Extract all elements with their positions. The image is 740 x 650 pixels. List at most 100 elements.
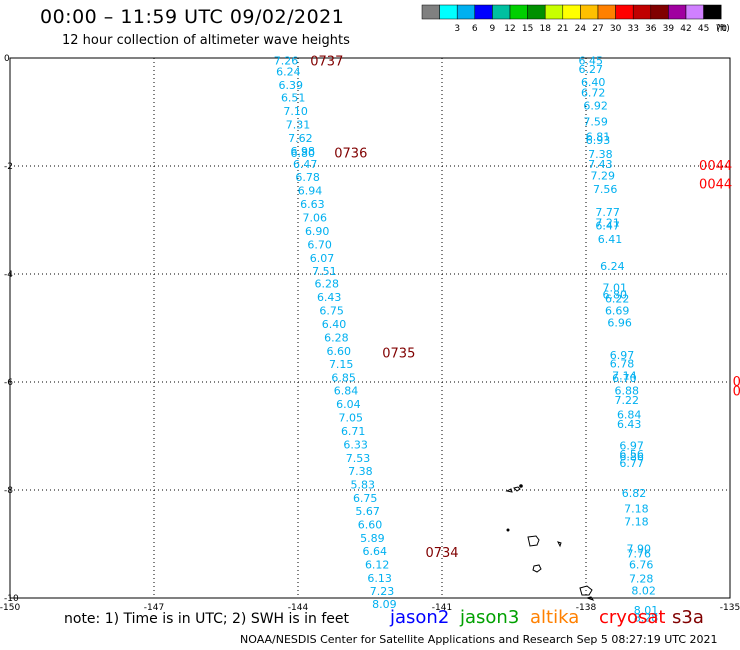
wave-height-value: 7.53 [346, 452, 371, 465]
wave-height-value: 7.15 [329, 358, 354, 371]
wave-height-value: 7.77 [595, 206, 620, 219]
time-label: 0043 [733, 385, 740, 400]
wave-height-value: 6.86 [619, 451, 644, 464]
wave-height-value: 8.28 [634, 611, 659, 624]
wave-height-value: 6.72 [581, 87, 606, 100]
wave-height-value: 6.43 [317, 291, 342, 304]
wave-height-value: 7.29 [591, 170, 616, 183]
wave-height-value: 8.01 [634, 604, 659, 617]
wave-height-value: 7.62 [288, 132, 313, 145]
wave-height-value: 7.31 [286, 118, 311, 131]
wave-height-value: 7.23 [370, 585, 395, 598]
wave-height-value: 6.70 [612, 372, 637, 385]
wave-height-value: 6.33 [343, 439, 368, 452]
wave-height-value: 6.07 [310, 252, 335, 265]
wave-height-value: 6.64 [363, 545, 388, 558]
wave-height-value: 7.10 [283, 105, 308, 118]
wave-height-value: 5.89 [360, 532, 385, 545]
legend-label: 42 [680, 24, 691, 34]
time-label: 0734 [425, 546, 458, 561]
wave-height-value: 6.28 [324, 332, 349, 345]
wave-height-value: 6.24 [276, 66, 301, 79]
wave-height-value: 6.47 [293, 158, 318, 171]
wave-height-value: 6.40 [581, 76, 606, 89]
wave-height-value: 6.51 [281, 91, 306, 104]
wave-height-value: 6.71 [341, 425, 366, 438]
wave-height-value: 6.96 [607, 317, 632, 330]
wave-height-value: 6.75 [319, 305, 344, 318]
wave-height-value: 7.59 [583, 116, 608, 129]
wave-height-value: 7.43 [588, 158, 613, 171]
wave-height-value: 8.02 [631, 584, 656, 597]
wave-height-value: 7.18 [624, 502, 649, 515]
wave-height-value: 6.60 [358, 519, 383, 532]
wave-height-value: 6.93 [586, 134, 611, 147]
wave-height-value: 6.77 [619, 457, 644, 470]
page-subtitle: 12 hour collection of altimeter wave hei… [62, 33, 350, 48]
legend-label: 70 [715, 24, 727, 34]
wave-height-value: 6.70 [307, 238, 332, 251]
island-outlines [505, 484, 595, 601]
wave-height-value: 6.40 [322, 318, 347, 331]
wave-height-value: 7.38 [348, 465, 373, 478]
wave-height-value: 6.75 [353, 492, 378, 505]
legend-label: 6 [472, 24, 478, 34]
wave-height-value: 6.81 [586, 130, 611, 143]
wave-height-value: 6.63 [300, 198, 325, 211]
island-dot [506, 528, 510, 532]
x-tick-label: -144 [288, 603, 309, 613]
legend-label: 15 [522, 24, 533, 34]
x-tick-label: -141 [432, 603, 452, 613]
legend-label: 9 [490, 24, 496, 34]
color-legend: 3 6 9 12 15 18 21 24 27 30 33 36 39 42 45 70(ft) [421, 4, 730, 34]
island-shape [579, 585, 593, 596]
island-shape [527, 535, 540, 547]
wave-height-value: 6.13 [367, 572, 392, 585]
wave-height-value: 6.69 [605, 305, 630, 318]
wave-height-value: 6.97 [610, 349, 635, 362]
wave-height-value: 6.80 [291, 147, 316, 160]
wave-height-value: 6.47 [595, 219, 620, 232]
wave-height-value: 6.94 [298, 184, 323, 197]
time-label: 0736 [334, 147, 367, 162]
legend-label: 39 [663, 24, 675, 34]
legend-label: 21 [557, 24, 568, 34]
wave-height-value: 6.41 [598, 233, 623, 246]
satellite-legend-cryosat: cryosat [599, 607, 666, 628]
island-dot [519, 484, 523, 488]
y-tick-label: 0 [4, 54, 10, 64]
time-label: 0735 [382, 346, 415, 361]
wave-height-value: 5.83 [351, 479, 376, 492]
wave-height-value: 6.43 [617, 418, 642, 431]
island-shape [505, 488, 513, 493]
track-s3a: 6.456.276.406.726.92 7.596.816.937.387.43… [579, 55, 740, 625]
legend-label: 12 [504, 24, 515, 34]
wave-height-value: 6.78 [610, 358, 635, 371]
wave-height-value: 6.85 [331, 372, 356, 385]
legend-label: 33 [627, 24, 638, 34]
satellite-legend-altika: altika [530, 607, 580, 628]
wave-height-value: 5.67 [355, 505, 380, 518]
island-shape [557, 541, 562, 548]
legend-swatch [703, 4, 722, 20]
wave-height-value: 7.14 [612, 370, 637, 383]
island-shape [532, 564, 542, 573]
wave-height-value: 6.92 [583, 100, 608, 113]
y-tick-label: -10 [4, 594, 19, 604]
wave-height-value: 6.39 [279, 79, 304, 92]
wave-height-value: 6.24 [600, 260, 625, 273]
wave-height-value: 7.26 [274, 55, 299, 68]
wave-height-value: 6.76 [629, 559, 654, 572]
wave-height-value: 6.45 [579, 55, 604, 68]
wave-height-value: 7.90 [627, 542, 652, 555]
legend-label: 24 [575, 24, 587, 34]
wave-height-value: 7.38 [588, 148, 613, 161]
legend-label: 36 [645, 24, 657, 34]
wave-height-value: 6.56 [619, 448, 644, 461]
wave-height-value: 6.78 [295, 171, 320, 184]
legend-label: 30 [610, 24, 622, 34]
legend-label: 18 [539, 24, 551, 34]
wave-height-value: 6.88 [615, 385, 640, 398]
